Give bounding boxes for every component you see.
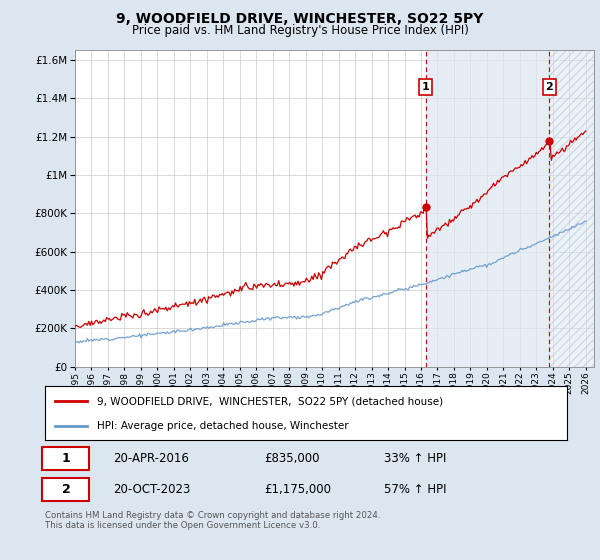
- Text: 20-APR-2016: 20-APR-2016: [113, 452, 189, 465]
- Bar: [426, 50, 550, 367]
- Text: 57% ↑ HPI: 57% ↑ HPI: [385, 483, 447, 496]
- Text: 1: 1: [62, 452, 70, 465]
- Text: £835,000: £835,000: [264, 452, 320, 465]
- Text: Price paid vs. HM Land Registry's House Price Index (HPI): Price paid vs. HM Land Registry's House …: [131, 24, 469, 37]
- Text: £1,175,000: £1,175,000: [264, 483, 331, 496]
- Text: HPI: Average price, detached house, Winchester: HPI: Average price, detached house, Winc…: [97, 421, 349, 431]
- Text: 2: 2: [545, 82, 553, 92]
- FancyBboxPatch shape: [43, 478, 89, 501]
- FancyBboxPatch shape: [43, 447, 89, 470]
- Text: 1: 1: [422, 82, 430, 92]
- Text: Contains HM Land Registry data © Crown copyright and database right 2024.
This d: Contains HM Land Registry data © Crown c…: [45, 511, 380, 530]
- Text: 9, WOODFIELD DRIVE, WINCHESTER, SO22 5PY: 9, WOODFIELD DRIVE, WINCHESTER, SO22 5PY: [116, 12, 484, 26]
- Text: 33% ↑ HPI: 33% ↑ HPI: [385, 452, 446, 465]
- Text: 9, WOODFIELD DRIVE,  WINCHESTER,  SO22 5PY (detached house): 9, WOODFIELD DRIVE, WINCHESTER, SO22 5PY…: [97, 396, 443, 407]
- Text: 20-OCT-2023: 20-OCT-2023: [113, 483, 190, 496]
- Text: 2: 2: [62, 483, 70, 496]
